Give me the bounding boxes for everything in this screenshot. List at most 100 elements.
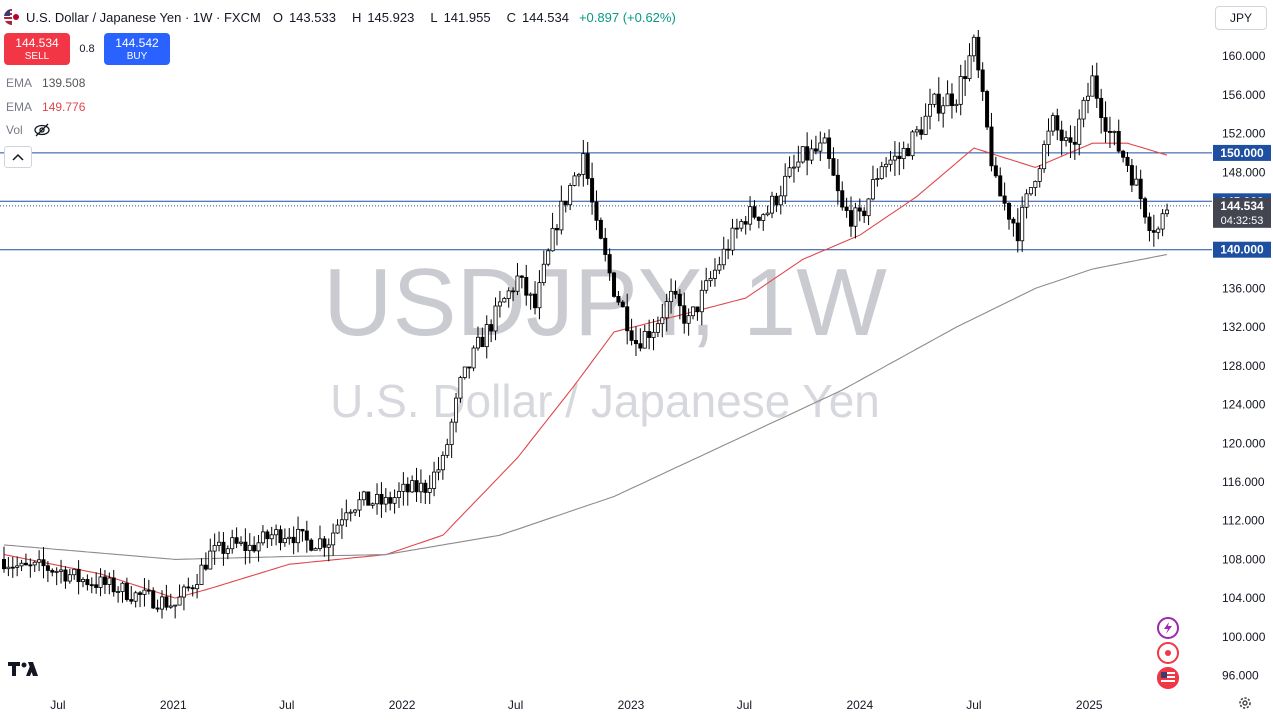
candle[interactable]: [862, 207, 867, 224]
candle[interactable]: [440, 451, 445, 480]
level-price-tag[interactable]: 150.000: [1213, 144, 1271, 161]
candle[interactable]: [388, 491, 393, 511]
candle[interactable]: [831, 147, 836, 177]
candle[interactable]: [278, 525, 283, 551]
candle[interactable]: [445, 438, 450, 459]
candle[interactable]: [546, 248, 551, 267]
candle[interactable]: [585, 141, 590, 185]
candle[interactable]: [1151, 214, 1156, 247]
candle[interactable]: [234, 527, 239, 549]
candle[interactable]: [1160, 209, 1165, 237]
candle[interactable]: [805, 132, 810, 176]
candle[interactable]: [686, 308, 691, 336]
candle[interactable]: [726, 239, 731, 260]
candle[interactable]: [1134, 165, 1139, 186]
candle[interactable]: [1033, 180, 1038, 197]
sell-button[interactable]: 144.534 SELL: [4, 33, 70, 65]
candle[interactable]: [111, 569, 116, 597]
candle[interactable]: [151, 587, 156, 610]
candle[interactable]: [462, 366, 467, 380]
candle[interactable]: [361, 490, 366, 506]
candle[interactable]: [107, 572, 112, 595]
candle[interactable]: [647, 319, 652, 350]
candle[interactable]: [304, 520, 309, 553]
candle[interactable]: [958, 64, 963, 116]
candle[interactable]: [603, 227, 608, 262]
candle[interactable]: [1020, 196, 1025, 252]
candle[interactable]: [638, 328, 643, 352]
candle[interactable]: [774, 192, 779, 213]
candle[interactable]: [15, 556, 20, 577]
level-price-tag[interactable]: 140.000: [1213, 241, 1271, 258]
candle[interactable]: [317, 525, 322, 552]
candle[interactable]: [875, 168, 880, 187]
candle[interactable]: [41, 547, 46, 579]
candle[interactable]: [879, 161, 884, 180]
candle[interactable]: [967, 43, 972, 82]
candle[interactable]: [449, 418, 454, 458]
candle[interactable]: [677, 289, 682, 320]
candle[interactable]: [590, 162, 595, 215]
candle[interactable]: [765, 205, 770, 217]
candle[interactable]: [669, 278, 674, 314]
candle[interactable]: [366, 491, 371, 506]
candle[interactable]: [142, 578, 147, 607]
candle[interactable]: [612, 271, 617, 298]
candle[interactable]: [1024, 189, 1029, 219]
candle[interactable]: [524, 264, 529, 306]
candle[interactable]: [181, 584, 186, 611]
candle[interactable]: [1138, 169, 1143, 210]
candle[interactable]: [493, 297, 498, 341]
candle[interactable]: [1055, 108, 1060, 141]
candle[interactable]: [2, 546, 7, 573]
candle[interactable]: [818, 131, 823, 161]
candle[interactable]: [129, 585, 134, 605]
candle[interactable]: [1094, 62, 1099, 108]
candle[interactable]: [10, 556, 15, 578]
candle[interactable]: [629, 318, 634, 346]
candle[interactable]: [835, 159, 840, 205]
candle[interactable]: [480, 327, 485, 348]
candle[interactable]: [1064, 130, 1069, 147]
candle[interactable]: [748, 196, 753, 231]
candle[interactable]: [379, 482, 384, 518]
tradingview-logo[interactable]: [8, 660, 40, 678]
candle[interactable]: [282, 528, 287, 547]
candle[interactable]: [37, 550, 42, 572]
candle[interactable]: [489, 319, 494, 343]
candle[interactable]: [866, 198, 871, 226]
candle[interactable]: [730, 218, 735, 256]
candle[interactable]: [853, 202, 858, 239]
candle[interactable]: [1077, 109, 1082, 156]
candle[interactable]: [519, 275, 524, 289]
candle[interactable]: [712, 258, 717, 287]
candle[interactable]: [1129, 158, 1134, 193]
candle[interactable]: [945, 80, 950, 107]
candle[interactable]: [252, 536, 257, 553]
candle[interactable]: [563, 200, 568, 213]
candle[interactable]: [133, 590, 138, 608]
candle[interactable]: [173, 604, 178, 619]
candle[interactable]: [375, 483, 380, 515]
candle[interactable]: [1059, 120, 1064, 156]
candle[interactable]: [625, 293, 630, 345]
candle[interactable]: [849, 196, 854, 237]
candle[interactable]: [1147, 212, 1152, 242]
candle[interactable]: [296, 516, 301, 553]
candle[interactable]: [45, 561, 50, 583]
candle[interactable]: [120, 581, 125, 603]
candle[interactable]: [910, 130, 915, 160]
candle[interactable]: [976, 29, 981, 79]
candle[interactable]: [436, 457, 441, 481]
candle[interactable]: [932, 92, 937, 108]
candle[interactable]: [168, 593, 173, 609]
candle[interactable]: [186, 577, 191, 592]
candle[interactable]: [993, 156, 998, 178]
candle[interactable]: [511, 287, 516, 302]
candle[interactable]: [19, 559, 24, 572]
candle[interactable]: [607, 248, 612, 281]
ema-line[interactable]: [3, 253, 1168, 560]
candle[interactable]: [50, 568, 55, 577]
